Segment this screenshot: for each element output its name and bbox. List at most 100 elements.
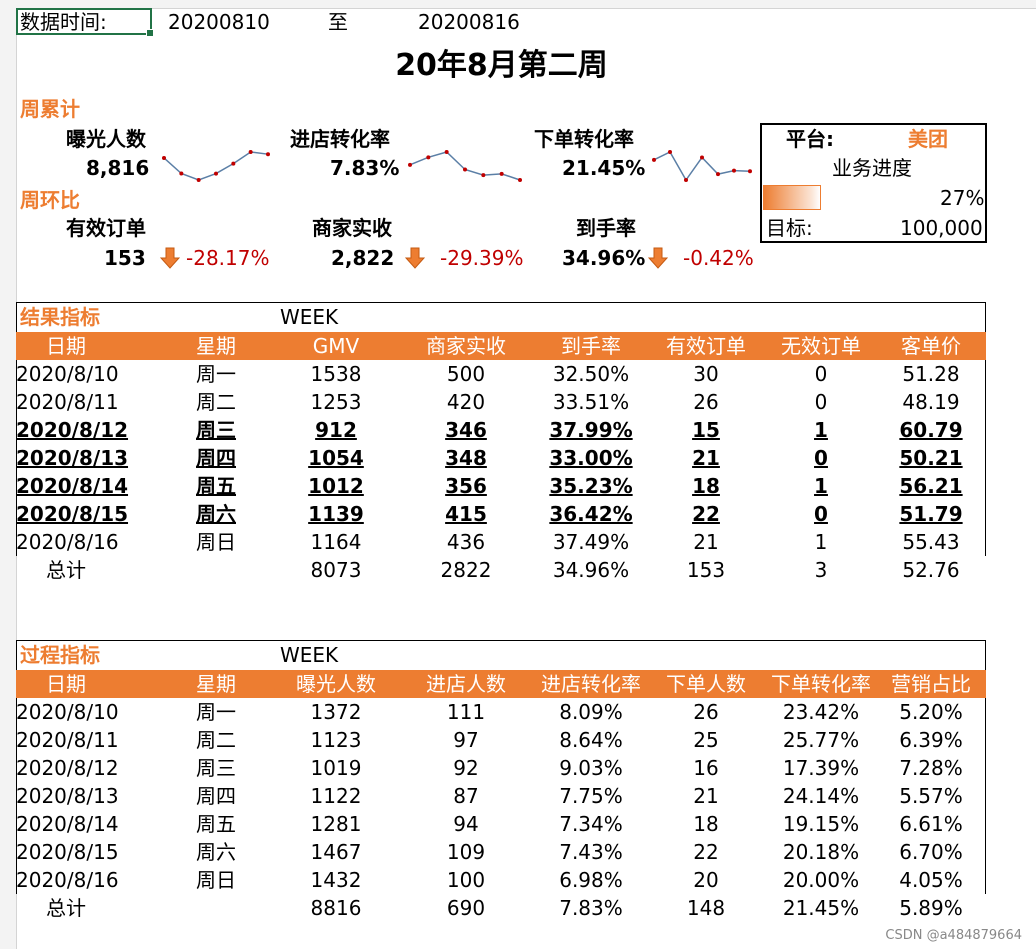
process-cell[interactable]: 2020/8/12 [16,756,119,780]
process-cell[interactable]: 2020/8/15 [16,840,119,864]
result-cell[interactable]: 2020/8/11 [16,390,119,414]
result-cell[interactable]: 436 [446,530,486,554]
process-cell[interactable]: 8.09% [559,700,623,724]
process-cell[interactable]: 24.14% [782,784,860,808]
result-cell[interactable]: 55.43 [902,530,960,554]
result-cell[interactable]: 2020/8/10 [16,362,119,386]
result-total-cell[interactable]: 153 [686,558,726,582]
process-cell[interactable]: 16 [693,756,719,780]
result-header-cell[interactable]: 日期 [46,334,86,358]
result-cell[interactable]: 1 [814,474,828,498]
process-cell[interactable]: 8.64% [559,728,623,752]
process-cell[interactable]: 25.77% [782,728,860,752]
result-cell[interactable]: 56.21 [899,474,963,498]
process-cell[interactable]: 1122 [310,784,362,808]
process-cell[interactable]: 23.42% [782,700,860,724]
result-cell[interactable]: 周三 [196,418,236,442]
process-cell[interactable]: 1019 [310,756,362,780]
result-cell[interactable]: 346 [445,418,487,442]
process-cell[interactable]: 1467 [310,840,362,864]
process-header-cell[interactable]: 下单转化率 [771,672,871,696]
process-cell[interactable]: 周三 [196,756,236,780]
process-cell[interactable]: 20 [693,868,719,892]
result-header-cell[interactable]: GMV [312,334,360,358]
result-cell[interactable]: 15 [692,418,720,442]
process-cell[interactable]: 6.39% [899,728,963,752]
result-cell[interactable]: 0 [814,446,828,470]
result-cell[interactable]: 2020/8/12 [16,418,129,442]
result-cell[interactable]: 420 [446,390,486,414]
result-total-cell[interactable]: 3 [814,558,828,582]
process-header-cell[interactable]: 营销占比 [891,672,971,696]
process-cell[interactable]: 周日 [196,868,236,892]
result-cell[interactable]: 1253 [310,390,362,414]
date-label[interactable]: 数据时间: [20,10,107,34]
result-cell[interactable]: 2020/8/14 [16,474,129,498]
process-cell[interactable]: 9.03% [559,756,623,780]
process-cell[interactable]: 2020/8/13 [16,784,119,808]
process-cell[interactable]: 4.05% [899,868,963,892]
process-total-cell[interactable]: 148 [686,896,726,920]
process-cell[interactable]: 100 [446,868,486,892]
process-cell[interactable]: 周五 [196,812,236,836]
process-cell[interactable]: 7.75% [559,784,623,808]
result-cell[interactable]: 60.79 [899,418,963,442]
result-cell[interactable]: 37.99% [549,418,633,442]
result-cell[interactable]: 51.28 [902,362,960,386]
process-cell[interactable]: 5.20% [899,700,963,724]
result-header-cell[interactable]: 有效订单 [666,334,746,358]
result-total-cell[interactable]: 52.76 [902,558,960,582]
result-header-cell[interactable]: 到手率 [561,334,621,358]
result-header-cell[interactable]: 星期 [196,334,236,358]
result-cell[interactable]: 26 [693,390,719,414]
result-cell[interactable]: 周六 [196,502,236,526]
process-cell[interactable]: 22 [693,840,719,864]
result-header-cell[interactable]: 客单价 [901,334,961,358]
result-cell[interactable]: 0 [814,502,828,526]
result-cell[interactable]: 33.00% [549,446,633,470]
process-cell[interactable]: 18 [693,812,719,836]
process-cell[interactable]: 87 [453,784,479,808]
process-cell[interactable]: 26 [693,700,719,724]
process-cell[interactable]: 2020/8/14 [16,812,119,836]
process-cell[interactable]: 1281 [310,812,362,836]
result-cell[interactable]: 周四 [196,446,236,470]
result-cell[interactable]: 2020/8/15 [16,502,129,526]
result-cell[interactable]: 周五 [196,474,236,498]
result-cell[interactable]: 1 [814,418,828,442]
end-date[interactable]: 20200816 [418,10,520,34]
process-cell[interactable]: 6.98% [559,868,623,892]
result-cell[interactable]: 33.51% [552,390,630,414]
result-cell[interactable]: 1164 [310,530,362,554]
process-cell[interactable]: 周二 [196,728,236,752]
result-cell[interactable]: 51.79 [899,502,963,526]
process-cell[interactable]: 1372 [310,700,362,724]
process-cell[interactable]: 周六 [196,840,236,864]
process-header-cell[interactable]: 进店人数 [426,672,506,696]
to-label[interactable]: 至 [328,10,348,34]
process-cell[interactable]: 6.70% [899,840,963,864]
process-cell[interactable]: 94 [453,812,479,836]
process-total-cell[interactable]: 5.89% [899,896,963,920]
result-cell[interactable]: 500 [446,362,486,386]
process-cell[interactable]: 19.15% [782,812,860,836]
process-header-cell[interactable]: 日期 [46,672,86,696]
result-cell[interactable]: 0 [814,362,828,386]
selected-cell[interactable] [16,8,154,37]
result-cell[interactable]: 50.21 [899,446,963,470]
result-cell[interactable]: 30 [693,362,719,386]
result-cell[interactable]: 356 [445,474,487,498]
result-cell[interactable]: 21 [692,446,720,470]
process-cell[interactable]: 2020/8/10 [16,700,119,724]
result-header-cell[interactable]: 商家实收 [426,334,506,358]
result-cell[interactable]: 21 [693,530,719,554]
process-cell[interactable]: 1432 [310,868,362,892]
process-cell[interactable]: 1123 [310,728,362,752]
result-header-cell[interactable]: 无效订单 [781,334,861,358]
process-cell[interactable]: 6.61% [899,812,963,836]
start-date[interactable]: 20200810 [168,10,270,34]
process-total-cell[interactable]: 7.83% [559,896,623,920]
result-cell[interactable]: 1 [814,530,828,554]
result-cell[interactable]: 周日 [196,530,236,554]
process-total-cell[interactable]: 690 [446,896,486,920]
